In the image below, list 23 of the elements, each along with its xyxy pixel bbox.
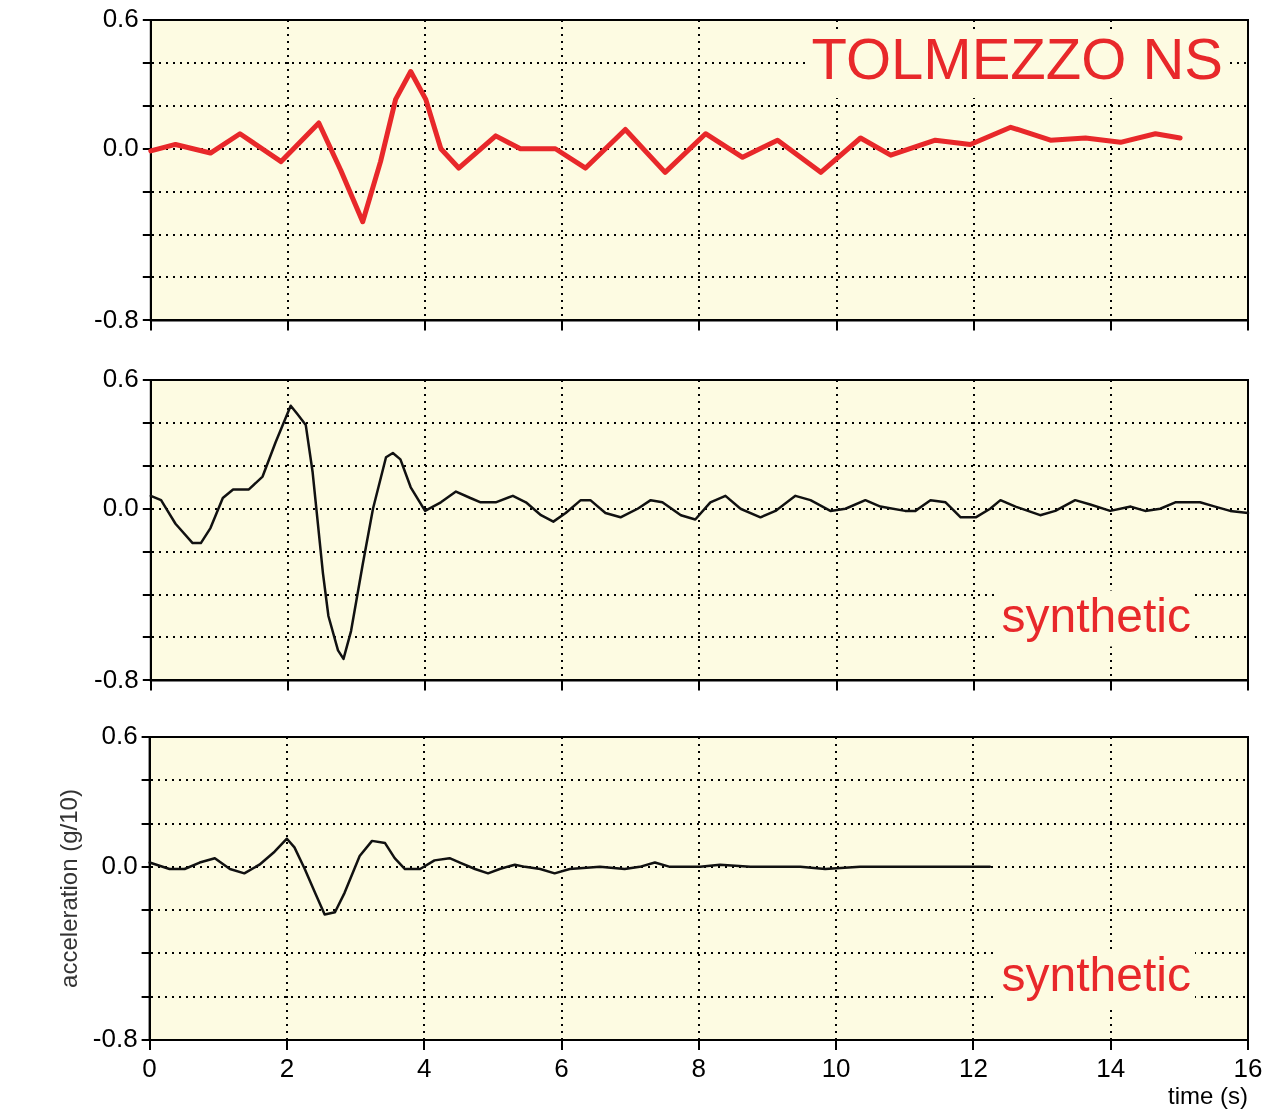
y-tick-label: 0.0: [101, 850, 138, 881]
annotation: synthetic: [1001, 948, 1191, 1002]
x-tick-label: 12: [958, 1052, 988, 1083]
y-tick-label: 0.6: [102, 3, 139, 34]
y-tick-label: 0.6: [101, 720, 138, 751]
y-tick-label: 0.6: [102, 363, 139, 394]
y-axis-title: acceleration (g/10): [55, 789, 83, 988]
y-tick-label: -0.8: [93, 303, 139, 334]
x-tick-label: 4: [416, 1052, 432, 1083]
y-tick-label: 0.0: [102, 491, 139, 522]
annotation: TOLMEZZO NS: [811, 26, 1223, 91]
x-tick-label: 8: [691, 1052, 707, 1083]
y-tick-label: -0.8: [93, 663, 139, 694]
x-tick-label: 10: [821, 1052, 851, 1083]
y-tick-label: 0.0: [102, 131, 139, 162]
x-tick-label: 0: [142, 1052, 157, 1083]
x-tick-label: 14: [1096, 1052, 1126, 1083]
y-tick-label: -0.8: [92, 1023, 138, 1054]
x-tick-label: 6: [554, 1052, 569, 1083]
x-axis-title: time (s): [1168, 1082, 1248, 1110]
x-tick-label: 16: [1233, 1052, 1263, 1083]
annotation: synthetic: [1001, 588, 1191, 642]
x-tick-label: 2: [279, 1052, 295, 1083]
